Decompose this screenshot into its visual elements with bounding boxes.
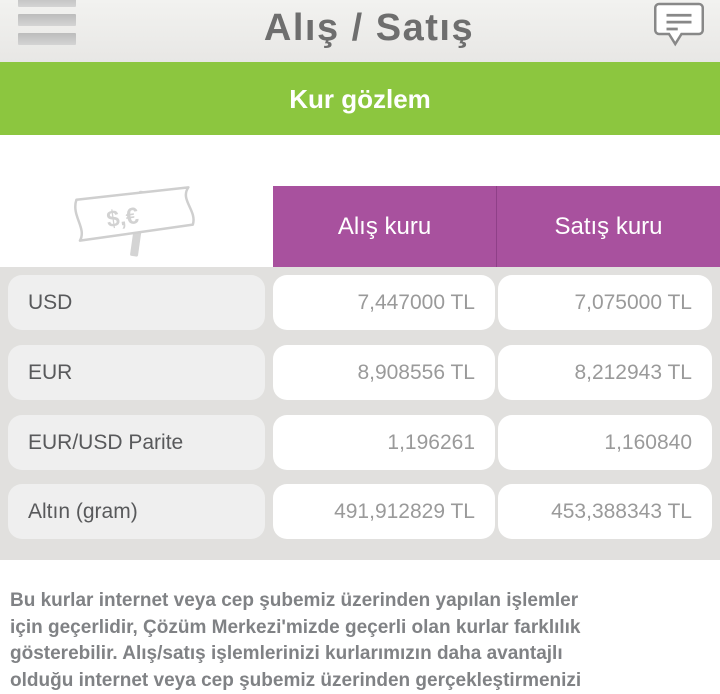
svg-text:$,€: $,€ xyxy=(105,202,141,232)
